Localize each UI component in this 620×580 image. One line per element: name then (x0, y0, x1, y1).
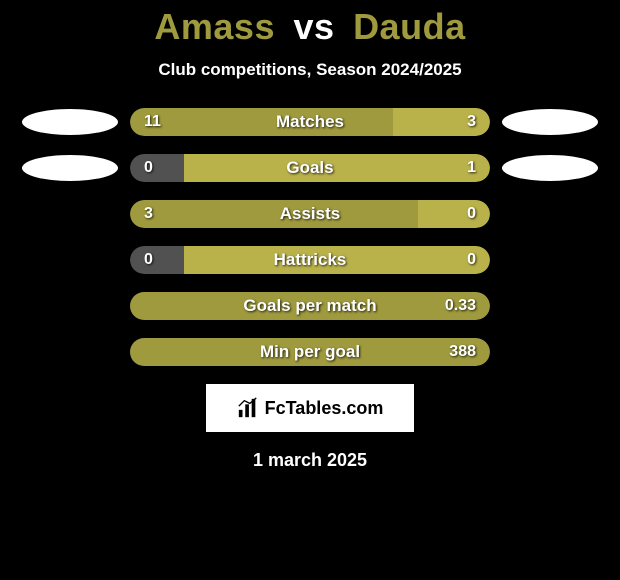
stat-label: Hattricks (130, 246, 490, 274)
player2-crest (502, 109, 598, 135)
stat-label: Min per goal (130, 338, 490, 366)
bar-chart-icon (237, 397, 259, 419)
player1-name: Amass (154, 6, 275, 47)
stat-row: 30Assists (10, 200, 610, 228)
right-crest-slot (490, 155, 610, 181)
stat-row: 01Goals (10, 154, 610, 182)
player1-crest (22, 155, 118, 181)
player2-crest (502, 155, 598, 181)
left-crest-slot (10, 109, 130, 135)
stat-bar: 113Matches (130, 108, 490, 136)
date-label: 1 march 2025 (0, 450, 620, 471)
brand-text: FcTables.com (265, 398, 384, 419)
stat-row: 113Matches (10, 108, 610, 136)
stat-row: 388Min per goal (10, 338, 610, 366)
stat-bar: 0.33Goals per match (130, 292, 490, 320)
stat-label: Goals (130, 154, 490, 182)
stat-label: Goals per match (130, 292, 490, 320)
player1-crest (22, 109, 118, 135)
stat-row: 00Hattricks (10, 246, 610, 274)
subtitle: Club competitions, Season 2024/2025 (0, 60, 620, 80)
stat-bar: 30Assists (130, 200, 490, 228)
stat-bar: 01Goals (130, 154, 490, 182)
comparison-title: Amass vs Dauda (0, 0, 620, 48)
player2-name: Dauda (353, 6, 466, 47)
vs-separator: vs (286, 6, 343, 47)
stat-bar: 00Hattricks (130, 246, 490, 274)
stat-label: Assists (130, 200, 490, 228)
left-crest-slot (10, 155, 130, 181)
stats-container: 113Matches 01Goals 30Assists 00Hattricks 0.3… (0, 108, 620, 366)
brand-badge: FcTables.com (206, 384, 414, 432)
stat-label: Matches (130, 108, 490, 136)
stat-bar: 388Min per goal (130, 338, 490, 366)
right-crest-slot (490, 109, 610, 135)
stat-row: 0.33Goals per match (10, 292, 610, 320)
